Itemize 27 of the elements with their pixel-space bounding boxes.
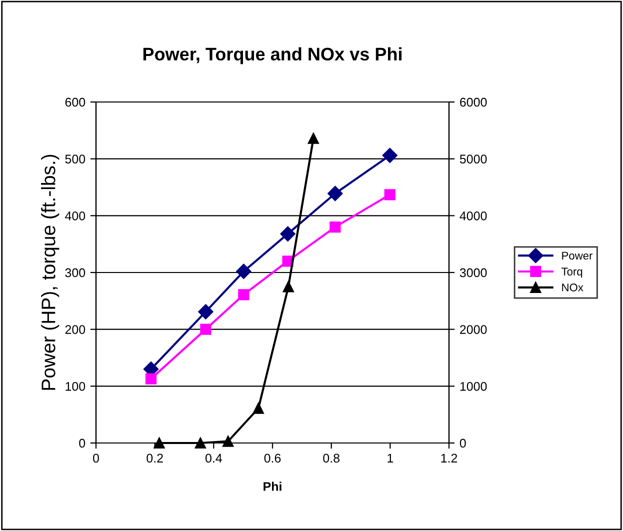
y-tick-label: 600 [65, 98, 86, 107]
y-tick-label: 300 [65, 268, 86, 278]
chart-title: Power, Torque and NOx vs Phi [143, 47, 402, 64]
x-tick-label: 0 [93, 454, 99, 463]
x-axis-title: Phi [264, 482, 282, 491]
x-tick-label: 0.6 [264, 454, 281, 463]
y2-tick-label: 1000 [460, 382, 487, 391]
y2-tick-label: 0 [460, 438, 466, 448]
x-tick-label: 0.2 [146, 454, 163, 463]
y2-tick-label: 4000 [460, 211, 487, 220]
y2-tick-label: 3000 [460, 268, 487, 278]
y2-tick-label: 5000 [460, 154, 487, 164]
legend-label: NOx [562, 284, 584, 292]
x-tick-label: 0.8 [323, 454, 340, 463]
y2-tick-label: 6000 [460, 98, 487, 107]
y-tick-label: 200 [65, 325, 86, 334]
y2-tick-label: 2000 [460, 325, 487, 334]
legend-label: Torq [561, 268, 582, 278]
y-tick-label: 100 [66, 382, 86, 391]
y-tick-label: 400 [65, 211, 86, 220]
y-axis-title: Power (HP), torque (ft.-lbs.) [41, 154, 60, 390]
y-tick-label: 0 [79, 438, 86, 448]
y-tick-label: 500 [65, 154, 86, 164]
x-tick-label: 1 [388, 454, 394, 462]
x-tick-label: 1.2 [441, 454, 458, 462]
legend-label: Power [562, 252, 593, 260]
x-tick-label: 0.4 [205, 454, 222, 463]
